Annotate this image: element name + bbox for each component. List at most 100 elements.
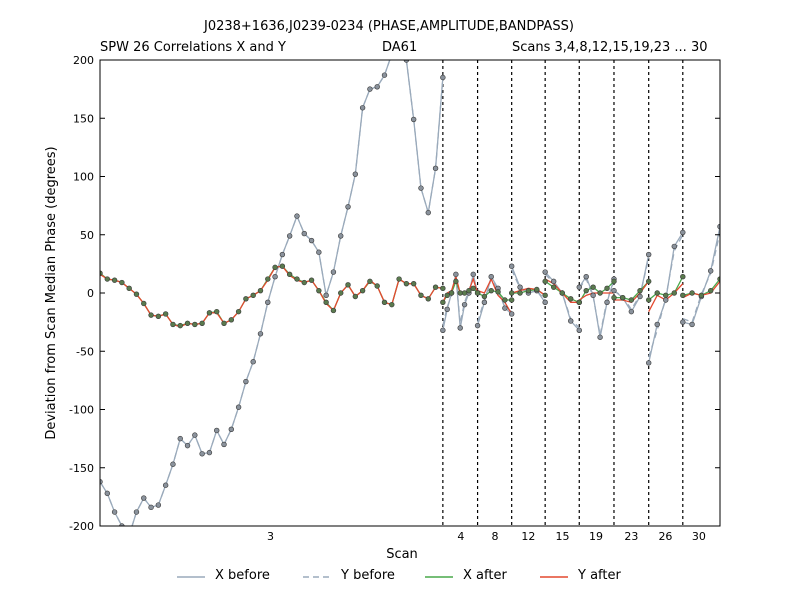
x-tick-label: 26 [658,530,672,543]
data-point [126,285,132,292]
data-point [235,404,242,410]
data-point [611,287,617,294]
data-point [671,290,677,296]
data-point [184,442,191,449]
data-point [453,278,459,285]
data-point [316,287,322,294]
data-point [461,290,468,296]
data-point [330,269,337,275]
data-point [330,307,337,314]
data-point [228,426,235,433]
data-point [141,300,147,307]
series-line [511,265,546,303]
data-point [410,116,417,123]
data-point [707,287,714,294]
data-point [550,278,557,285]
data-point [308,277,315,283]
data-point [352,171,359,177]
data-point [502,305,508,311]
data-point [127,533,132,538]
data-point [206,449,213,456]
data-point [461,301,468,308]
data-point [654,321,660,328]
data-point [453,271,459,278]
data-point [619,294,626,301]
data-point [671,243,677,250]
data-point [243,296,249,302]
data-point [448,290,455,296]
data-point [568,296,574,302]
data-point [184,320,191,326]
data-point [396,276,402,282]
x-tick-label: 8 [491,530,498,543]
data-point [177,435,183,442]
chart-title: J0238+1636,J0239-0234 (PHASE,AMPLITUDE,B… [204,19,574,34]
data-point [294,213,300,219]
data-point [397,42,402,47]
data-point [279,263,286,269]
data-point [444,306,450,313]
data-point [481,299,488,306]
data-point [680,292,686,299]
data-point [155,313,162,319]
data-point [250,292,256,299]
data-point [432,284,439,290]
x-tick-label: 23 [624,530,638,543]
data-point [170,461,176,467]
data-point [148,312,154,318]
data-point [576,284,582,290]
data-point [141,495,147,501]
series-points [100,42,720,538]
data-point [488,273,494,280]
x-tick-label: 4 [457,530,464,543]
data-point [272,273,278,280]
data-point [440,285,446,292]
data-point [508,290,515,296]
data-point [265,276,271,282]
data-point [235,308,242,315]
data-point [345,204,351,210]
data-point [214,308,220,315]
data-point [104,490,110,497]
data-point [418,292,424,299]
y-tick-label: 0 [87,287,94,300]
data-point [301,279,307,286]
data-point [542,292,548,299]
data-point [192,321,198,328]
data-point [221,320,227,326]
x-axis: 3 4 8 12 15 19 23 26 30 [267,530,706,543]
data-point [410,280,417,287]
data-point [597,334,603,340]
data-point [707,268,714,274]
data-point [525,287,532,294]
data-point [590,284,596,290]
data-point [250,359,256,365]
data-point [583,287,589,294]
data-point [474,322,481,329]
data-point [294,276,300,282]
data-point [228,317,235,323]
data-point [221,441,227,448]
plot-frame [99,59,721,527]
data-point [199,320,205,326]
data-point [432,165,439,172]
legend-label-y-after: Y after [578,568,621,583]
data-point [597,290,603,296]
y-tick-label: -50 [76,345,94,358]
data-point [170,321,176,328]
y-tick-label: 50 [80,229,94,242]
data-point [133,291,140,297]
data-point [542,269,548,275]
series-line [682,226,720,326]
data-point [559,290,565,296]
data-point [645,251,652,258]
data-point [628,297,635,303]
series-line [682,232,720,323]
data-point [243,378,249,385]
data-point [481,293,488,300]
data-point [162,311,169,317]
data-point [323,299,329,306]
data-point [689,321,695,328]
series-line [476,277,513,323]
data-point [583,273,589,280]
